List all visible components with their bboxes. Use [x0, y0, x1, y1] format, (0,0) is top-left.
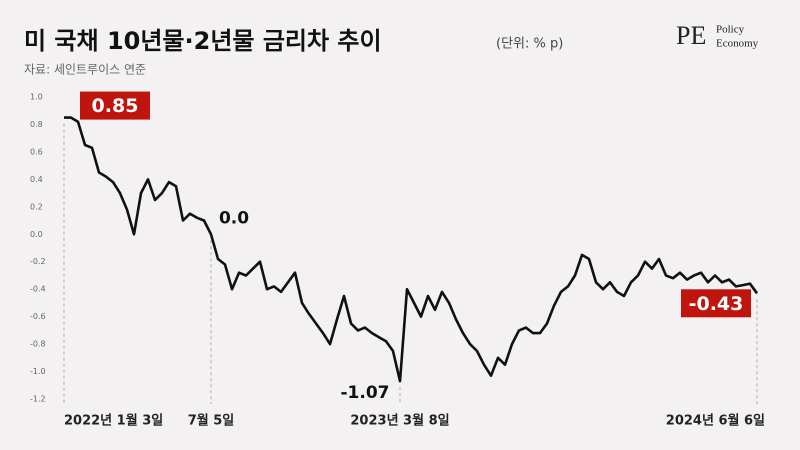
data-line	[64, 116, 759, 383]
unit: (단위: % p)	[496, 37, 563, 52]
y-tick-label: -0.2	[30, 257, 46, 266]
value-label: 0.0	[219, 208, 249, 228]
value-label: 0.85	[92, 95, 139, 117]
label-box	[681, 289, 751, 318]
y-tick-label: 0.6	[30, 147, 43, 156]
y-tick-label: -0.8	[30, 340, 46, 349]
value-label-box: 0.85	[80, 91, 150, 120]
y-tick-label: 0.4	[30, 175, 43, 184]
x-tick-label: 2023년 3월 8일	[350, 413, 449, 429]
value-label: -1.07	[341, 383, 390, 403]
logo-text: Economy	[716, 38, 759, 50]
y-tick-label: 0.2	[30, 202, 43, 211]
y-tick-label: 0.0	[30, 230, 43, 239]
x-tick-label: 2022년 1월 3일	[64, 413, 163, 429]
x-tick-label: 2024년 6월 6일	[666, 413, 765, 429]
y-tick-label: 1.0	[30, 93, 43, 102]
y-tick-label: -0.6	[30, 312, 46, 321]
y-tick-label: -1.0	[30, 367, 46, 376]
label-box	[80, 91, 150, 120]
logo-text: Policy	[716, 24, 745, 36]
y-tick-label: -1.2	[30, 395, 46, 404]
chart-title: 미 국채 10년물·2년물 금리차 추이	[24, 27, 382, 55]
value-label-box: -0.43	[681, 289, 751, 318]
logo-mark: PE	[676, 21, 706, 50]
value-label: -0.43	[689, 293, 744, 315]
y-tick-label: 0.8	[30, 120, 43, 129]
x-tick-label: 7월 5일	[188, 413, 235, 429]
y-tick-label: -0.4	[30, 285, 46, 294]
source: 자료: 세인트루이스 연준	[24, 63, 146, 77]
